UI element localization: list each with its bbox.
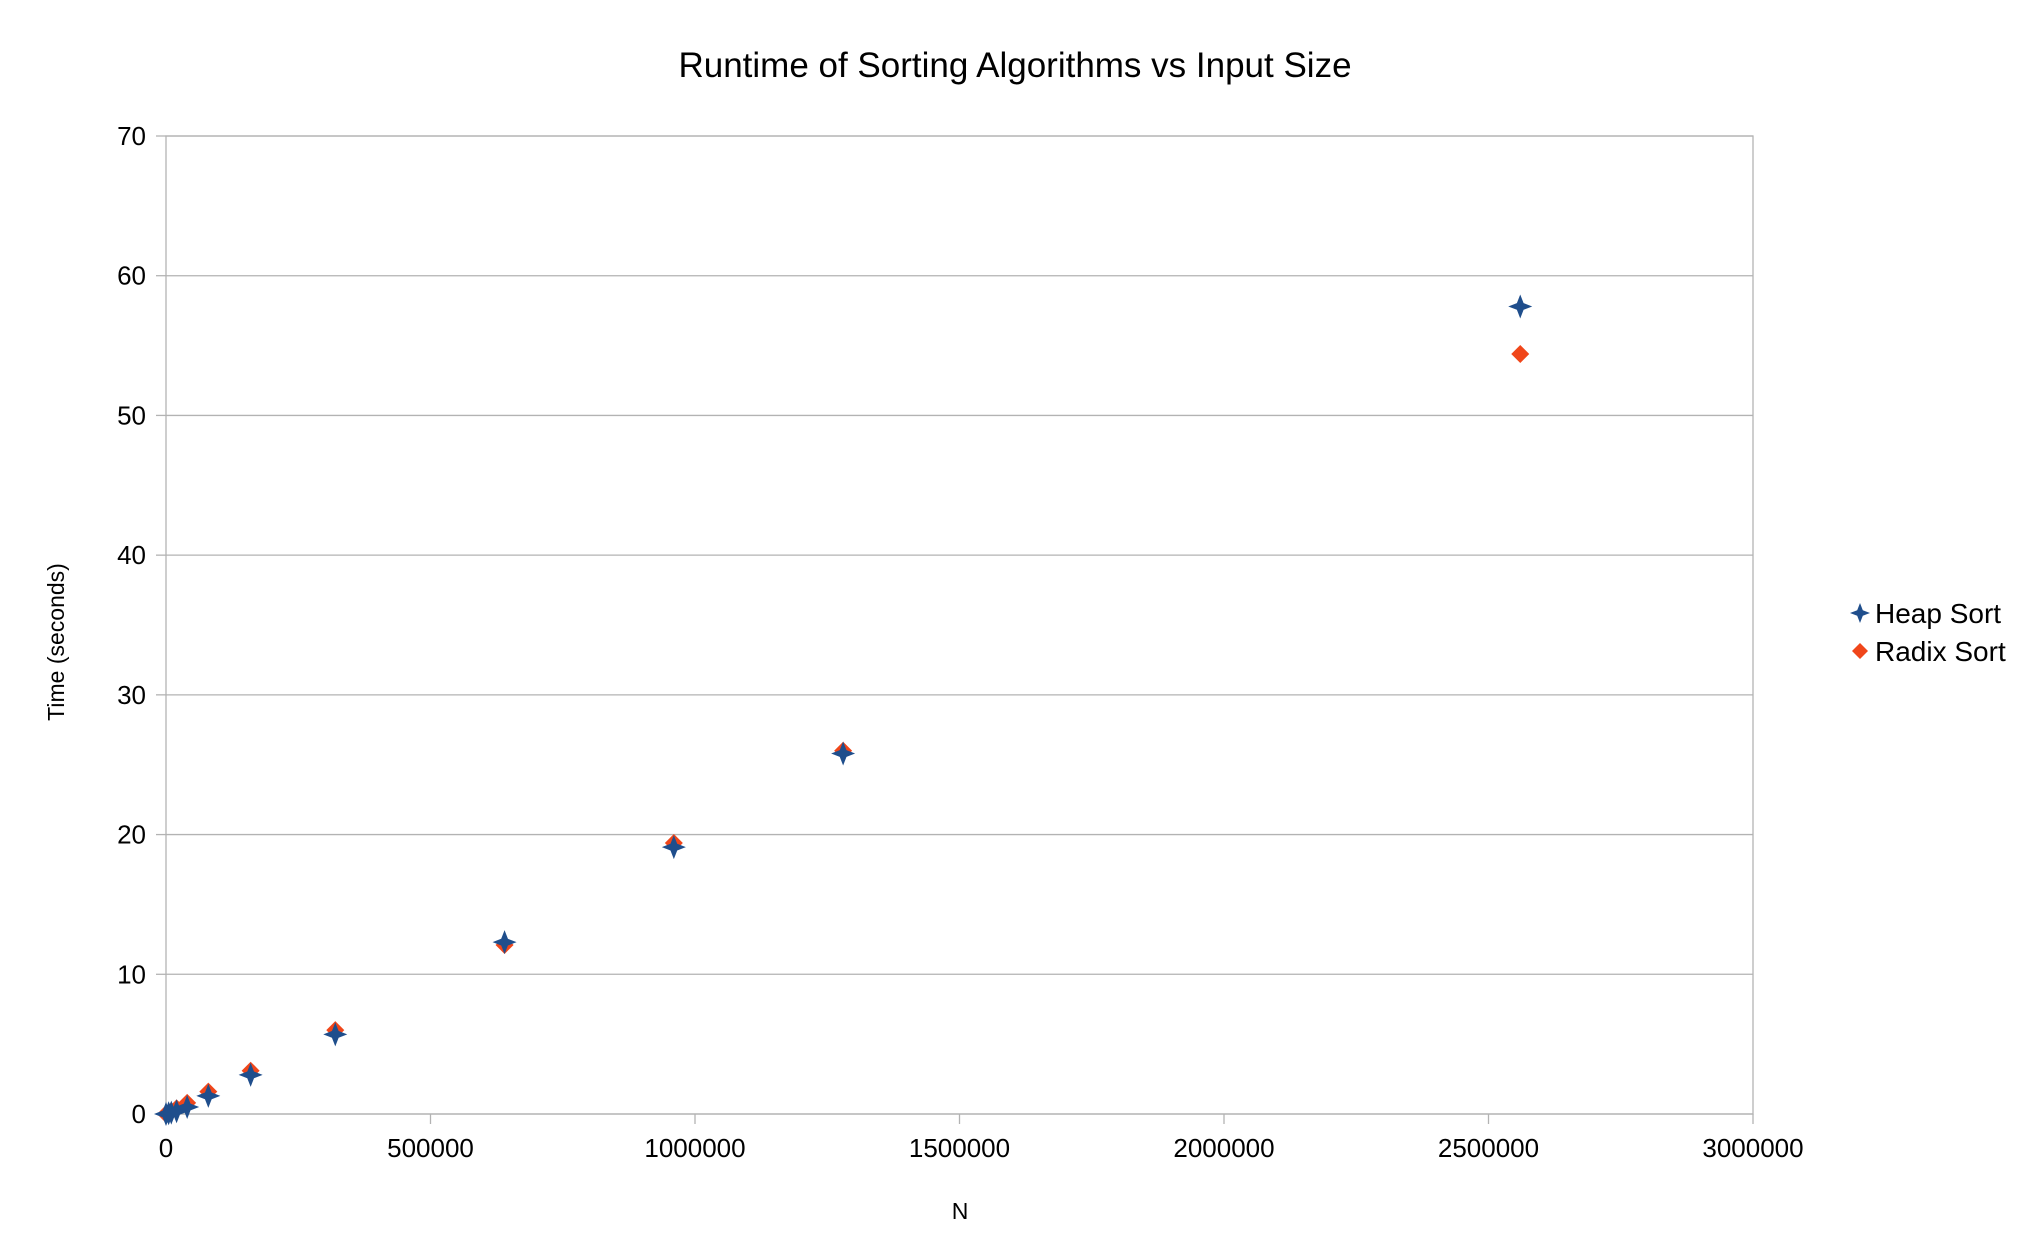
data-point (164, 1099, 189, 1124)
legend-label: Heap Sort (1875, 598, 2001, 629)
data-point (175, 1095, 200, 1120)
y-tick-label: 30 (117, 680, 146, 710)
gridlines (166, 135, 1753, 1115)
data-point (323, 1022, 348, 1047)
y-tick-label: 60 (117, 261, 146, 291)
data-points (154, 294, 1533, 1126)
legend-item: Heap Sort (1850, 598, 2001, 629)
x-tick-label: 3000000 (1702, 1133, 1803, 1163)
x-tick-label: 1000000 (644, 1133, 745, 1163)
y-tick-label: 70 (117, 121, 146, 151)
y-axis-label: Time (seconds) (43, 563, 69, 721)
data-point (1508, 294, 1533, 319)
x-tick-label: 0 (159, 1133, 173, 1163)
x-tick-label: 2500000 (1438, 1133, 1539, 1163)
y-axis-ticks: 0 10 20 30 40 50 60 70 (117, 121, 166, 1129)
x-tick-label: 1500000 (909, 1133, 1010, 1163)
data-point (661, 835, 686, 860)
y-tick-label: 40 (117, 540, 146, 570)
y-tick-label: 20 (117, 820, 146, 850)
series-heap-sort (154, 294, 1533, 1126)
series-radix-sort (157, 344, 1530, 1123)
legend: Heap Sort Radix Sort (1850, 598, 2006, 667)
y-tick-label: 50 (117, 400, 146, 430)
legend-label: Radix Sort (1875, 636, 2006, 667)
x-tick-label: 500000 (387, 1133, 474, 1163)
data-point (1511, 344, 1530, 363)
diamond-marker-icon (1852, 643, 1868, 659)
star-marker-icon (1850, 603, 1870, 623)
x-axis-ticks: 0 500000 1000000 1500000 2000000 2500000 30000… (159, 1114, 1804, 1163)
plot-area-frame (165, 135, 1754, 1115)
data-point (196, 1083, 221, 1108)
y-tick-label: 10 (117, 959, 146, 989)
chart-title: Runtime of Sorting Algorithms vs Input S… (678, 46, 1351, 85)
x-axis-label: N (952, 1198, 969, 1224)
x-tick-label: 2000000 (1173, 1133, 1274, 1163)
y-tick-label: 0 (132, 1099, 146, 1129)
data-point (238, 1062, 263, 1087)
legend-item: Radix Sort (1852, 636, 2006, 667)
data-point (492, 930, 517, 955)
data-point (831, 741, 856, 766)
